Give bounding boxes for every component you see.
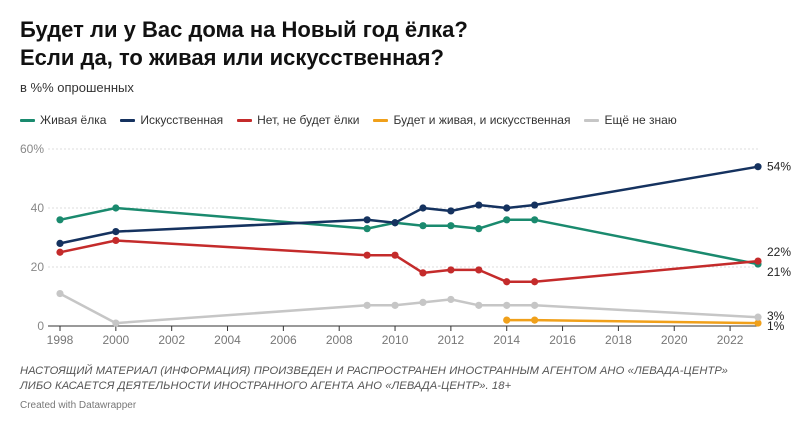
- note-line-1: НАСТОЯЩИЙ МАТЕРИАЛ (ИНФОРМАЦИЯ) ПРОИЗВЕД…: [20, 365, 728, 377]
- legend-label: Ещё не знаю: [604, 113, 677, 127]
- x-tick-label: 2016: [549, 333, 576, 347]
- data-point: [112, 319, 120, 327]
- data-point: [56, 248, 64, 256]
- series-line: [58, 239, 760, 284]
- y-tick-label: 20: [31, 260, 45, 274]
- x-tick-label: 2022: [717, 333, 744, 347]
- legend-label: Искусственная: [140, 113, 224, 127]
- data-point: [419, 269, 427, 277]
- data-point: [503, 216, 511, 224]
- data-point: [531, 216, 539, 224]
- series-line: [58, 292, 760, 325]
- legend-swatch: [237, 118, 253, 122]
- chart-subtitle: в %% опрошенных: [20, 80, 134, 95]
- datawrapper-credit: Created with Datawrapper: [20, 400, 137, 411]
- data-point: [531, 301, 539, 309]
- series-line: [505, 318, 760, 325]
- legend-label: Живая ёлка: [40, 113, 107, 127]
- x-tick-label: 1998: [47, 333, 74, 347]
- data-point: [56, 216, 64, 224]
- legend-swatch: [20, 118, 35, 122]
- data-point: [391, 251, 399, 259]
- data-point: [363, 216, 371, 224]
- data-point: [531, 316, 539, 324]
- data-point: [503, 278, 511, 286]
- data-point: [419, 222, 427, 230]
- legend-label: Будет и живая, и искусственная: [393, 113, 571, 127]
- x-tick-label: 2008: [326, 333, 353, 347]
- x-tick-label: 2018: [605, 333, 632, 347]
- data-point: [112, 236, 120, 245]
- data-point: [754, 257, 762, 265]
- end-value-label: 3%: [767, 309, 785, 323]
- data-point: [419, 298, 427, 306]
- legend-label: Нет, не будет ёлки: [257, 113, 360, 127]
- data-point: [56, 239, 64, 247]
- data-point: [363, 301, 371, 309]
- x-tick-label: 2010: [382, 333, 409, 347]
- line-chart: 0 20 40 60% 1998 2000 2002 2004 2006 2008 2010 2012…: [20, 142, 791, 347]
- legend-swatch: [584, 118, 600, 122]
- data-point: [447, 207, 455, 215]
- y-tick-label: 0: [37, 319, 44, 333]
- data-point: [531, 201, 539, 209]
- data-point: [447, 295, 455, 304]
- legend-item: Живая ёлка: [20, 113, 106, 127]
- data-point: [475, 225, 483, 233]
- data-point: [475, 201, 483, 209]
- data-point: [754, 163, 762, 171]
- data-point: [447, 222, 455, 230]
- title-line-2: Если да, то живая или искусственная?: [20, 45, 444, 70]
- legend-item: Искусственная: [120, 113, 223, 127]
- x-tick-label: 2020: [661, 333, 688, 347]
- series-line: [58, 165, 760, 245]
- legend-swatch: [373, 118, 389, 122]
- end-value-label: 1%: [767, 319, 785, 333]
- chart-title: Будет ли у Вас дома на Новый год ёлка? Е…: [20, 16, 780, 72]
- y-tick-label: 60%: [20, 142, 44, 156]
- x-tick-label: 2012: [438, 333, 465, 347]
- data-point: [363, 225, 371, 233]
- legend-item: Нет, не будет ёлки: [237, 113, 359, 127]
- data-point: [475, 301, 483, 309]
- x-tick-label: 2002: [158, 333, 185, 347]
- data-point: [56, 289, 64, 298]
- series-line: [58, 206, 760, 266]
- end-value-label: 21%: [767, 265, 791, 279]
- x-tick-label: 2000: [102, 333, 129, 347]
- data-point: [391, 219, 399, 227]
- x-tick-label: 2014: [493, 333, 520, 347]
- data-point: [447, 266, 455, 274]
- legend-item: Будет и живая, и искусственная: [373, 113, 570, 127]
- legend-swatch: [120, 118, 136, 122]
- data-point: [503, 316, 511, 324]
- data-point: [112, 228, 120, 236]
- title-line-1: Будет ли у Вас дома на Новый год ёлка?: [20, 17, 468, 42]
- legend-item: Ещё не знаю: [584, 113, 677, 127]
- chart-legend: Живая ёлка Искусственная Нет, не будет ёлк…: [20, 113, 790, 127]
- foreign-agent-note: НАСТОЯЩИЙ МАТЕРИАЛ (ИНФОРМАЦИЯ) ПРОИЗВЕД…: [20, 364, 795, 394]
- end-value-label: 22%: [767, 245, 791, 259]
- data-point: [503, 301, 511, 309]
- data-point: [754, 319, 762, 327]
- data-point: [503, 204, 511, 212]
- end-value-label: 54%: [767, 160, 791, 174]
- data-point: [112, 204, 120, 212]
- data-point: [475, 266, 483, 274]
- data-point: [363, 251, 371, 259]
- x-tick-label: 2004: [214, 333, 241, 347]
- data-point: [419, 204, 427, 212]
- data-point: [531, 278, 539, 286]
- y-tick-label: 40: [31, 201, 45, 215]
- x-tick-label: 2006: [270, 333, 297, 347]
- data-point: [391, 301, 399, 309]
- note-line-2: ЛИБО КАСАЕТСЯ ДЕЯТЕЛЬНОСТИ ИНОСТРАННОГО …: [20, 380, 512, 392]
- data-point: [754, 313, 762, 321]
